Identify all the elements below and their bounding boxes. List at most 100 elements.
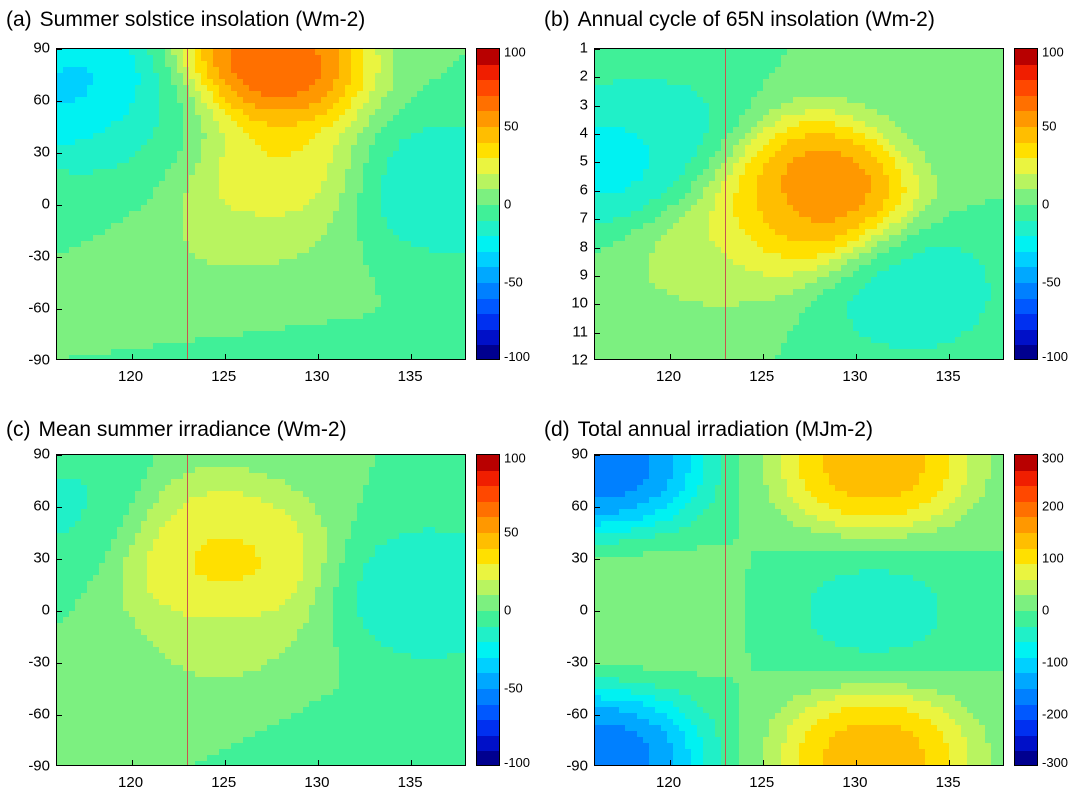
field-cell [399,313,406,320]
field-cell [255,271,262,278]
field-cell [219,313,226,320]
field-cell [429,175,436,182]
field-cell [637,109,644,116]
field-cell [195,55,202,62]
field-cell [357,109,364,116]
field-cell [99,85,106,92]
field-cell [357,241,364,248]
field-cell [901,97,908,104]
field-cell [189,193,196,200]
field-cell [721,79,728,86]
field-cell [943,109,950,116]
field-cell [327,223,334,230]
field-cell [87,331,94,338]
field-cell [655,151,662,158]
field-cell [129,91,136,98]
field-cell [417,175,424,182]
field-cell [243,139,250,146]
field-cell [889,115,896,122]
field-cell [877,157,884,164]
field-cell [285,151,292,158]
field-cell [841,157,848,164]
field-cell [339,313,346,320]
field-cell [219,277,226,284]
field-cell [459,91,466,98]
field-cell [453,205,460,212]
field-cell [153,259,160,266]
field-cell [859,91,866,98]
field-cell [309,139,316,146]
field-cell [153,271,160,278]
field-cell [291,163,298,170]
field-cell [661,61,668,68]
field-cell [135,67,142,74]
field-cell [261,313,268,320]
field-cell [321,193,328,200]
field-cell [399,163,406,170]
field-cell [159,199,166,206]
field-cell [429,85,436,92]
field-cell [225,139,232,146]
field-cell [601,85,608,92]
field-cell [219,325,226,332]
field-cell [201,265,208,272]
field-cell [297,217,304,224]
field-cell [357,169,364,176]
field-cell [625,79,632,86]
field-cell [315,313,322,320]
field-cell [351,307,358,314]
field-cell [871,151,878,158]
field-cell [465,127,466,134]
field-cell [339,253,346,260]
field-cell [829,91,836,98]
field-cell [165,211,172,218]
field-cell [387,163,394,170]
field-cell [99,79,106,86]
field-cell [117,139,124,146]
field-cell [105,73,112,80]
field-cell [87,247,94,254]
field-cell [75,205,82,212]
field-cell [177,229,184,236]
field-cell [57,325,64,332]
field-cell [459,61,466,68]
field-cell [285,91,292,98]
field-cell [685,91,692,98]
field-cell [327,145,334,152]
field-cell [249,331,256,338]
field-cell [399,283,406,290]
field-cell [465,169,466,176]
field-cell [363,307,370,314]
field-cell [111,247,118,254]
field-cell [279,313,286,320]
field-cell [721,133,728,140]
field-cell [967,79,974,86]
field-cell [231,235,238,242]
field-cell [93,295,100,302]
field-cell [249,349,256,356]
field-cell [117,55,124,62]
field-cell [381,301,388,308]
field-cell [129,271,136,278]
field-cell [135,253,142,260]
field-cell [267,301,274,308]
field-cell [679,133,686,140]
field-cell [189,103,196,110]
field-cell [303,145,310,152]
field-cell [207,91,214,98]
field-cell [291,211,298,218]
field-cell [99,163,106,170]
colorbar-level [477,80,499,96]
field-cell [237,121,244,128]
field-cell [309,277,316,284]
field-cell [123,151,130,158]
field-cell [201,169,208,176]
field-cell [375,115,382,122]
field-cell [991,133,998,140]
field-cell [847,49,854,56]
field-cell [255,169,262,176]
field-cell [601,55,608,62]
field-cell [961,151,968,158]
field-cell [387,301,394,308]
field-cell [961,103,968,110]
